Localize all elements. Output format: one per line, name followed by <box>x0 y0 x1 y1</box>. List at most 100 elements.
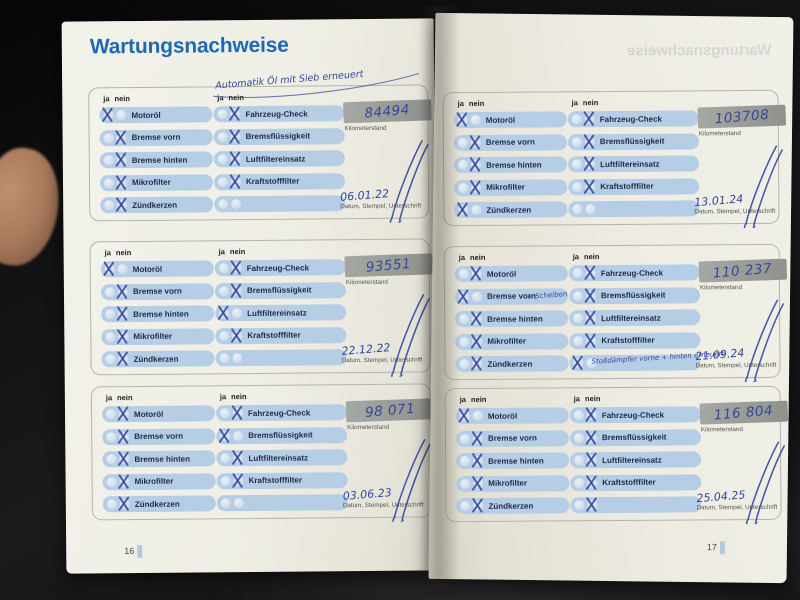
checkbox-nein[interactable] <box>232 308 243 319</box>
checkbox-nein[interactable] <box>472 358 483 369</box>
checklist-row[interactable]: Kraftstofffilter <box>568 177 700 195</box>
kilometerstand-field[interactable]: 110 237 <box>698 258 788 283</box>
checkbox-ja[interactable] <box>218 285 229 296</box>
checklist-row[interactable]: Bremsflüssigkeit <box>569 428 702 446</box>
checkbox-ja[interactable] <box>105 409 117 420</box>
checkbox-nein[interactable] <box>116 132 127 143</box>
checklist-row[interactable]: Bremse vorn <box>102 427 216 445</box>
checkbox-ja[interactable] <box>572 268 583 279</box>
checkbox-ja[interactable] <box>458 159 469 171</box>
checklist-row[interactable]: Kraftstofffilter <box>569 331 701 349</box>
checklist-row[interactable] <box>568 200 700 218</box>
checkbox-nein[interactable] <box>116 177 128 188</box>
checklist-row[interactable]: Fahrzeug-Check <box>568 264 700 282</box>
checkbox-ja[interactable] <box>572 204 583 215</box>
checklist-row[interactable]: Bremse hinten <box>456 452 570 470</box>
checklist-row[interactable]: Motoröl <box>100 260 214 278</box>
checkbox-nein[interactable] <box>119 431 130 442</box>
checklist-row[interactable]: Kraftstofffilter <box>216 471 348 489</box>
checklist-row[interactable]: Bremse hinten <box>102 450 216 468</box>
checkbox-ja[interactable] <box>103 155 114 166</box>
checkbox-nein[interactable] <box>230 176 242 187</box>
checkbox-nein[interactable] <box>232 330 243 341</box>
checkbox-nein[interactable] <box>116 155 127 166</box>
checklist-row[interactable]: Motoröl <box>454 265 568 283</box>
checklist-row[interactable]: Bremsflüssigkeit <box>214 281 347 299</box>
checkbox-nein[interactable] <box>473 478 484 489</box>
checklist-row[interactable]: Bremsflüssigkeit <box>213 127 345 145</box>
checkbox-nein[interactable] <box>471 182 482 193</box>
checklist-row[interactable]: Bremse vorn <box>453 133 567 151</box>
checkbox-nein[interactable] <box>587 477 598 488</box>
kilometerstand-field[interactable]: 98 071 <box>345 398 435 423</box>
checkbox-nein[interactable] <box>118 354 129 365</box>
checkbox-nein[interactable] <box>118 331 129 342</box>
checklist-row[interactable]: Zündkerzen <box>101 350 215 368</box>
checkbox-ja[interactable] <box>573 358 584 369</box>
checklist-row[interactable]: Luftfiltereinsatz <box>216 449 348 467</box>
checkbox-nein[interactable] <box>230 109 241 120</box>
checkbox-ja[interactable] <box>459 358 470 370</box>
checkbox-nein[interactable] <box>119 454 130 465</box>
checklist-row[interactable]: Bremse hinten <box>455 310 569 328</box>
checklist-row[interactable]: Bremse vorn <box>99 128 213 146</box>
checkbox-nein[interactable] <box>473 455 484 466</box>
checkbox-ja[interactable] <box>217 131 228 142</box>
checkbox-nein[interactable] <box>471 204 482 215</box>
checkbox-ja[interactable] <box>106 476 117 487</box>
checklist-row[interactable]: Fahrzeug-Check <box>213 105 345 123</box>
checkbox-ja[interactable] <box>460 478 471 489</box>
checkbox-ja[interactable] <box>460 500 471 512</box>
checkbox-ja[interactable] <box>106 454 117 465</box>
checkbox-ja[interactable] <box>458 268 469 280</box>
checkbox-ja[interactable] <box>105 309 116 320</box>
checkbox-ja[interactable] <box>220 430 231 441</box>
checkbox-ja[interactable] <box>572 181 583 192</box>
checkbox-ja[interactable] <box>573 335 584 346</box>
checkbox-ja[interactable] <box>571 114 582 125</box>
checkbox-nein[interactable] <box>472 433 484 444</box>
checkbox-nein[interactable] <box>117 286 129 297</box>
checkbox-ja[interactable] <box>106 499 117 510</box>
checklist-row[interactable]: Motoröl <box>455 407 569 425</box>
checklist-row[interactable]: Bremsflüssigkeit <box>216 426 348 444</box>
checkbox-nein[interactable] <box>587 500 598 511</box>
checkbox-ja[interactable] <box>220 498 231 509</box>
checkbox-nein[interactable] <box>230 154 241 165</box>
checklist-row[interactable]: Mikrofilter <box>456 474 570 492</box>
checkbox-ja[interactable] <box>571 136 582 147</box>
checkbox-ja[interactable] <box>217 109 228 120</box>
checkbox-nein[interactable] <box>586 335 597 346</box>
checklist-row[interactable]: Bremse vorn <box>100 282 215 300</box>
checklist-row[interactable]: Mikrofilter <box>101 327 215 345</box>
checkbox-nein[interactable] <box>471 268 482 279</box>
checkbox-ja[interactable] <box>219 308 230 319</box>
checklist-row[interactable]: Mikrofilter <box>454 178 568 196</box>
checkbox-ja[interactable] <box>458 182 469 193</box>
kilometerstand-field[interactable]: 93551 <box>344 253 434 278</box>
checklist-row[interactable]: Zündkerzen <box>100 196 214 214</box>
checkbox-ja[interactable] <box>103 177 115 188</box>
checklist-row[interactable] <box>215 349 347 367</box>
checklist-row[interactable]: Luftfiltereinsatz <box>569 309 701 327</box>
checklist-row[interactable] <box>216 494 348 512</box>
checklist-row[interactable]: Luftfiltereinsatz <box>215 304 347 322</box>
kilometerstand-field[interactable]: 116 804 <box>699 400 789 425</box>
checklist-row[interactable]: Mikrofilter <box>455 332 569 350</box>
checkbox-ja[interactable] <box>104 200 115 211</box>
checkbox-nein[interactable] <box>119 499 130 510</box>
checkbox-nein[interactable] <box>470 137 481 148</box>
checkbox-ja[interactable] <box>459 313 470 325</box>
checkbox-nein[interactable] <box>117 200 128 211</box>
checklist-row[interactable]: Bremse hinten <box>99 151 213 169</box>
checkbox-nein[interactable] <box>586 432 598 443</box>
checkbox-nein[interactable] <box>586 313 597 324</box>
checklist-row[interactable]: Kraftstofffilter <box>570 473 702 491</box>
checkbox-ja[interactable] <box>103 110 114 121</box>
checkbox-ja[interactable] <box>458 204 469 216</box>
checkbox-nein[interactable] <box>231 263 242 274</box>
checklist-row[interactable]: Fahrzeug-Check <box>569 406 701 424</box>
checklist-row[interactable]: Zündkerzen <box>456 497 570 515</box>
checkbox-nein[interactable] <box>118 409 130 420</box>
checkbox-nein[interactable] <box>230 131 241 142</box>
